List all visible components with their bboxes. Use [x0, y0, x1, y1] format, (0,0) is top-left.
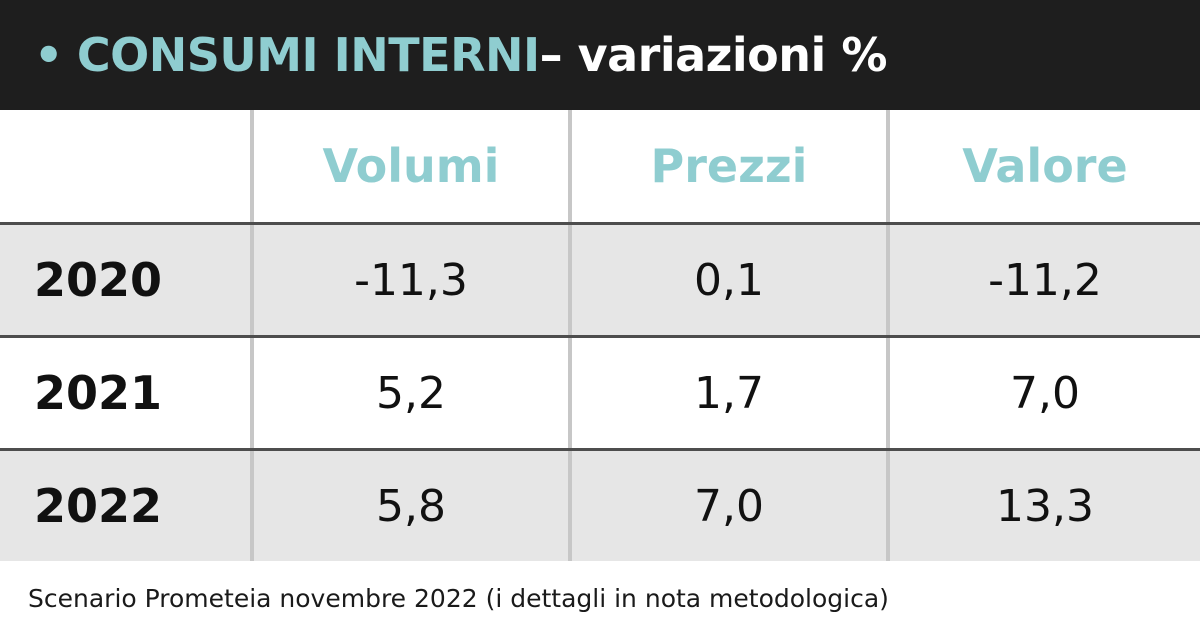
- title-accent: CONSUMI INTERNI: [76, 28, 540, 82]
- title-rest: – variazioni %: [539, 28, 888, 82]
- cell-2020-volumi: -11,3: [250, 225, 568, 335]
- cell-2022-volumi: 5,8: [250, 451, 568, 561]
- cell-2021-volumi: 5,2: [250, 338, 568, 448]
- row-label-2020: 2020: [34, 253, 163, 307]
- column-header-valore: Valore: [886, 110, 1200, 222]
- table-row: 2021 5,2 1,7 7,0: [0, 335, 1200, 448]
- table-row: 2020 -11,3 0,1 -11,2: [0, 222, 1200, 335]
- table-header-row: Volumi Prezzi Valore: [0, 110, 1200, 222]
- cell-2021-valore: 7,0: [886, 338, 1200, 448]
- column-header-volumi: Volumi: [250, 110, 568, 222]
- row-label-2021: 2021: [34, 366, 163, 420]
- cell-2022-prezzi: 7,0: [568, 451, 886, 561]
- source-note: Scenario Prometeia novembre 2022 (i dett…: [28, 584, 889, 613]
- header-cell-empty: [0, 110, 250, 222]
- table-row: 2022 5,8 7,0 13,3: [0, 448, 1200, 561]
- cell-2021-prezzi: 1,7: [568, 338, 886, 448]
- data-table: Volumi Prezzi Valore 2020 -11,3 0,1 -11,…: [0, 110, 1200, 561]
- row-label-2022: 2022: [34, 479, 163, 533]
- cell-2020-valore: -11,2: [886, 225, 1200, 335]
- title-bullet: •: [34, 28, 63, 82]
- cell-2022-valore: 13,3: [886, 451, 1200, 561]
- page-title: • CONSUMI INTERNI – variazioni %: [0, 0, 1200, 110]
- cell-2020-prezzi: 0,1: [568, 225, 886, 335]
- column-header-prezzi: Prezzi: [568, 110, 886, 222]
